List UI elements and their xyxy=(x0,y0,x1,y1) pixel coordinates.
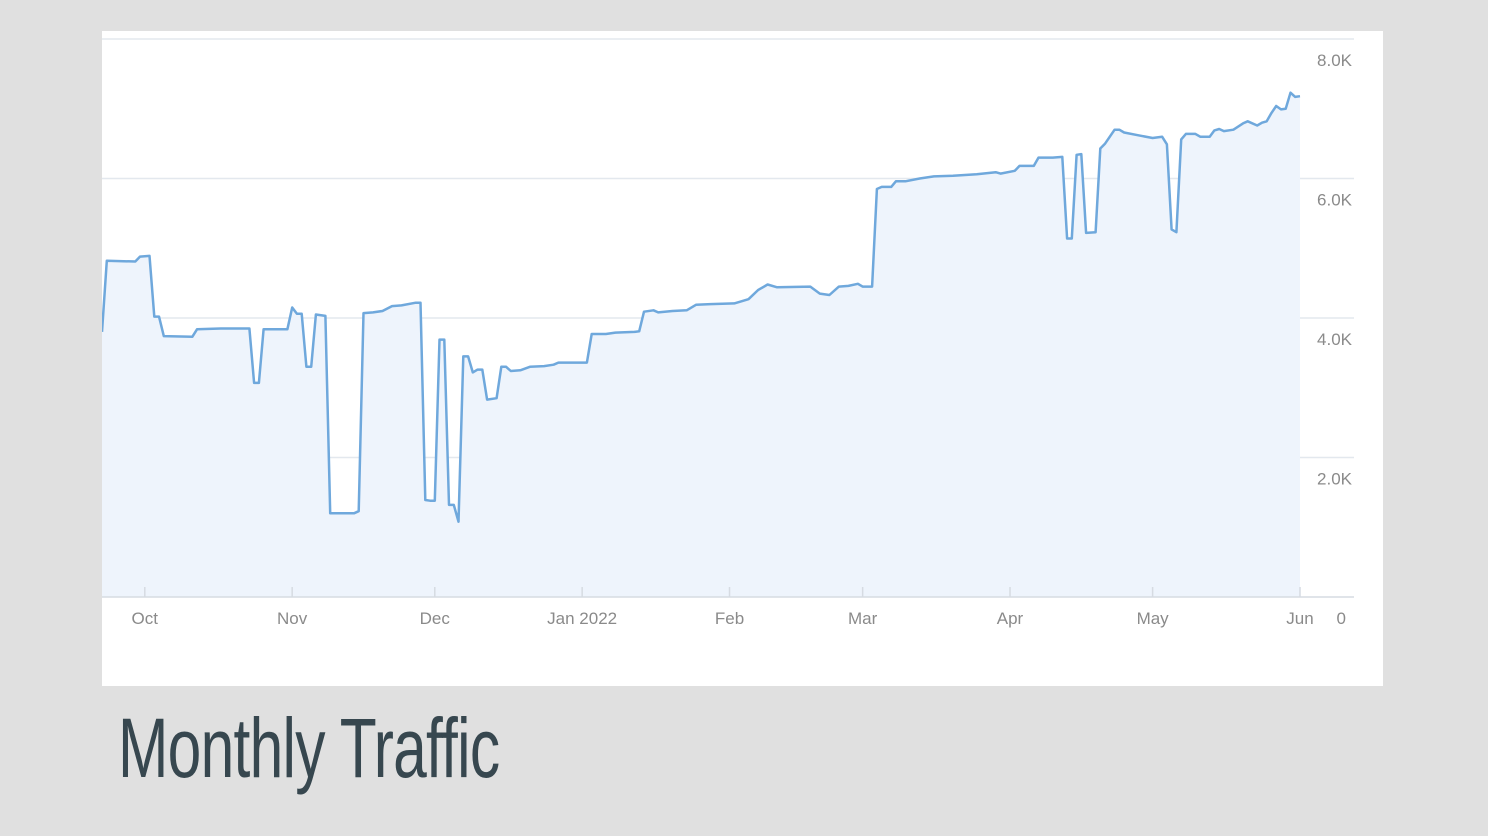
x-tick-label: Dec xyxy=(420,609,451,628)
x-tick-label: Feb xyxy=(715,609,744,628)
x-tick-label: Apr xyxy=(997,609,1024,628)
traffic-line xyxy=(102,91,1301,523)
traffic-area xyxy=(102,92,1300,597)
y-tick-label: 0 xyxy=(1337,609,1346,628)
x-tick-label: May xyxy=(1137,609,1170,628)
y-tick-label: 8.0K xyxy=(1317,51,1353,70)
y-tick-label: 2.0K xyxy=(1317,470,1353,489)
y-axis: 0 2.0K 4.0K 6.0K 8.0K xyxy=(1317,51,1353,628)
y-tick-label: 6.0K xyxy=(1317,191,1353,210)
x-tick-label: Mar xyxy=(848,609,878,628)
chart-card: Oct Nov Dec Jan 2022 Feb Mar Apr May Jun 0 2.0K 4.… xyxy=(102,31,1383,686)
x-tick-label: Jun xyxy=(1286,609,1313,628)
x-axis: Oct Nov Dec Jan 2022 Feb Mar Apr May Jun xyxy=(102,587,1354,628)
x-tick-label: Nov xyxy=(277,609,308,628)
traffic-chart: Oct Nov Dec Jan 2022 Feb Mar Apr May Jun 0 2.0K 4.… xyxy=(102,38,1354,628)
y-tick-label: 4.0K xyxy=(1317,330,1353,349)
x-tick-label: Oct xyxy=(132,609,159,628)
x-tick-label: Jan 2022 xyxy=(547,609,617,628)
page-title: Monthly Traffic xyxy=(118,701,500,795)
